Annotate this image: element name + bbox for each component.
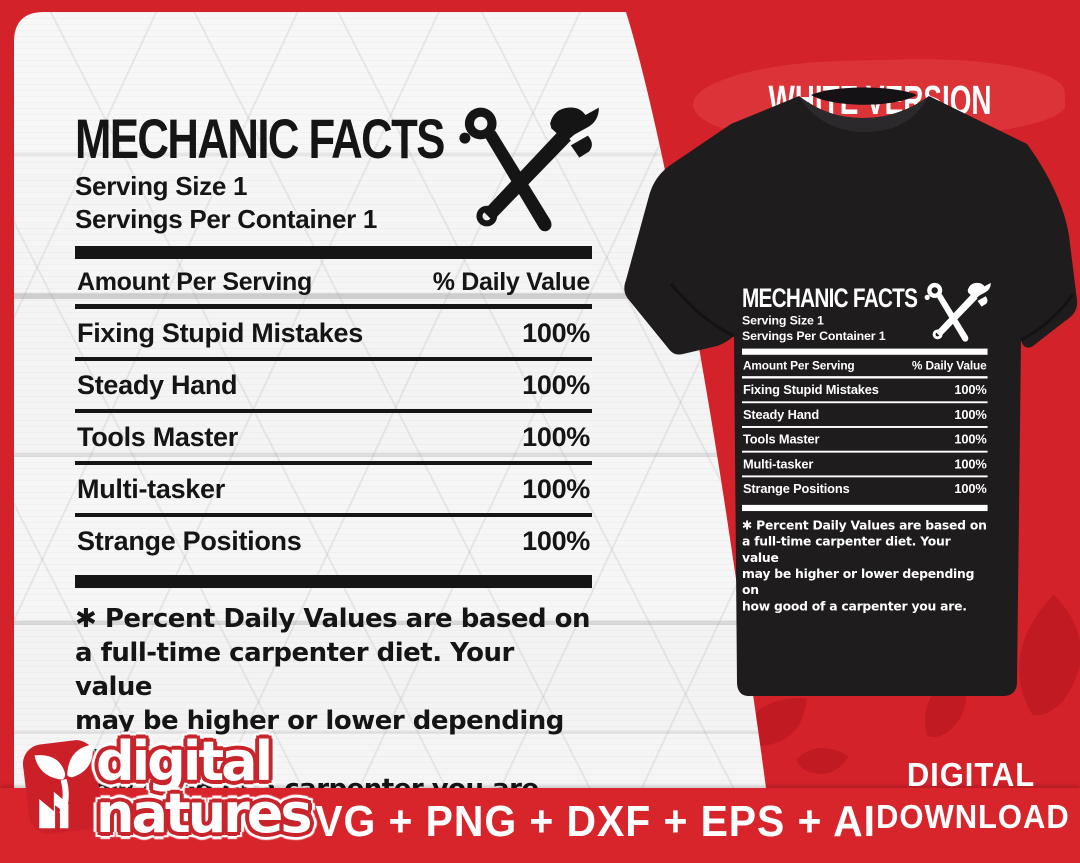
header-rule — [742, 376, 988, 379]
crossed-ratchet-and-wrench-icon — [924, 282, 991, 342]
tshirt-collar — [799, 96, 929, 132]
serving-size-line: Serving Size 1 — [742, 312, 824, 328]
table-row: Multi-tasker 100% — [75, 465, 592, 517]
thick-divider — [742, 348, 988, 355]
footnote-line: a full-time carpenter diet. Your value — [742, 534, 951, 566]
row-value: 100% — [522, 318, 590, 348]
footnote-line: how good of a carpenter you are. — [742, 599, 967, 614]
tshirt-crease — [669, 283, 735, 338]
logo-line: digital — [96, 730, 273, 793]
footnote-line: ✱ Percent Daily Values are based on — [75, 604, 591, 634]
design-title: MECHANIC FACTS — [75, 107, 445, 170]
wood-panel-background — [14, 12, 766, 788]
table-row: Fixing Stupid Mistakes 100% — [742, 379, 988, 404]
mechanic-facts-design-black: MECHANIC FACTS Serving Size 1 Servings P… — [75, 107, 599, 806]
footnote-line: ✱ Percent Daily Values are based on — [742, 518, 987, 533]
row-value: 100% — [522, 526, 590, 556]
footnote-line: may be higher or lower depending on — [742, 567, 975, 598]
thick-divider — [742, 504, 988, 512]
footnote: ✱ Percent Daily Values are based on a fu… — [742, 518, 988, 615]
servings-per-container-line: Servings Per Container 1 — [75, 204, 378, 234]
row-value: 100% — [954, 407, 987, 422]
row-label: Tools Master — [742, 432, 820, 447]
row-value: 100% — [954, 456, 987, 472]
row-label: Strange Positions — [742, 481, 850, 496]
table-row: Tools Master 100% — [742, 428, 988, 453]
row-value: 100% — [522, 422, 590, 452]
digital-download-line: DIGITAL — [906, 756, 1036, 793]
tshirt-body — [624, 96, 1078, 696]
servings-per-container-line: Servings Per Container 1 — [742, 328, 886, 343]
row-value: 100% — [954, 432, 987, 447]
row-value: 100% — [954, 382, 987, 398]
serving-size-line: Serving Size 1 — [75, 171, 248, 201]
tshirt-crease — [1020, 293, 1075, 342]
tshirt-mockup — [624, 87, 1078, 696]
thick-divider — [75, 575, 592, 588]
row-value: 100% — [522, 370, 590, 400]
table-row: Strange Positions 100% — [75, 517, 592, 565]
amount-header: Amount Per Serving — [77, 268, 312, 296]
row-label: Strange Positions — [77, 526, 302, 556]
digital-download-line: DOWNLOAD — [876, 798, 1070, 835]
file-formats-label: SVG + PNG + DXF + EPS + AI — [287, 797, 876, 846]
header-rule — [75, 304, 592, 309]
thick-divider — [75, 246, 592, 259]
sprout-leaves-icon — [22, 740, 102, 834]
leaf-decoration-icon — [1019, 594, 1080, 716]
crossed-ratchet-and-wrench-icon — [459, 107, 599, 232]
table-row: Tools Master 100% — [75, 413, 592, 465]
row-label: Steady Hand — [77, 370, 238, 400]
table-row: Strange Positions 100% — [742, 477, 988, 500]
mechanic-facts-design-white: MECHANIC FACTS Serving Size 1 Servings P… — [742, 282, 991, 615]
row-label: Steady Hand — [742, 407, 820, 422]
row-label: Fixing Stupid Mistakes — [77, 318, 363, 348]
leaf-decoration-icon — [796, 748, 849, 774]
footer-bar — [0, 788, 1080, 863]
row-value: 100% — [954, 481, 987, 496]
table-row: Fixing Stupid Mistakes 100% — [75, 309, 592, 361]
digital-download-label: DIGITAL DOWNLOAD — [876, 754, 1070, 838]
logo-line: natures — [96, 782, 313, 845]
daily-value-header: % Daily Value — [432, 268, 591, 296]
table-row: Steady Hand 100% — [742, 403, 988, 428]
row-label: Tools Master — [77, 422, 238, 452]
design-title: MECHANIC FACTS — [742, 282, 918, 313]
table-row: Steady Hand 100% — [75, 361, 592, 413]
daily-value-header: % Daily Value — [911, 359, 987, 373]
footnote: ✱ Percent Daily Values are based on a fu… — [75, 602, 592, 806]
amount-header: Amount Per Serving — [742, 359, 855, 373]
row-value: 100% — [522, 474, 590, 504]
tshirt-collar-inner — [811, 87, 917, 105]
table-row: Multi-tasker 100% — [742, 453, 988, 478]
footnote-line: a full-time carpenter diet. Your value — [75, 638, 514, 702]
row-label: Multi-tasker — [742, 456, 814, 472]
row-label: Fixing Stupid Mistakes — [742, 382, 879, 398]
row-label: Multi-tasker — [77, 474, 225, 504]
